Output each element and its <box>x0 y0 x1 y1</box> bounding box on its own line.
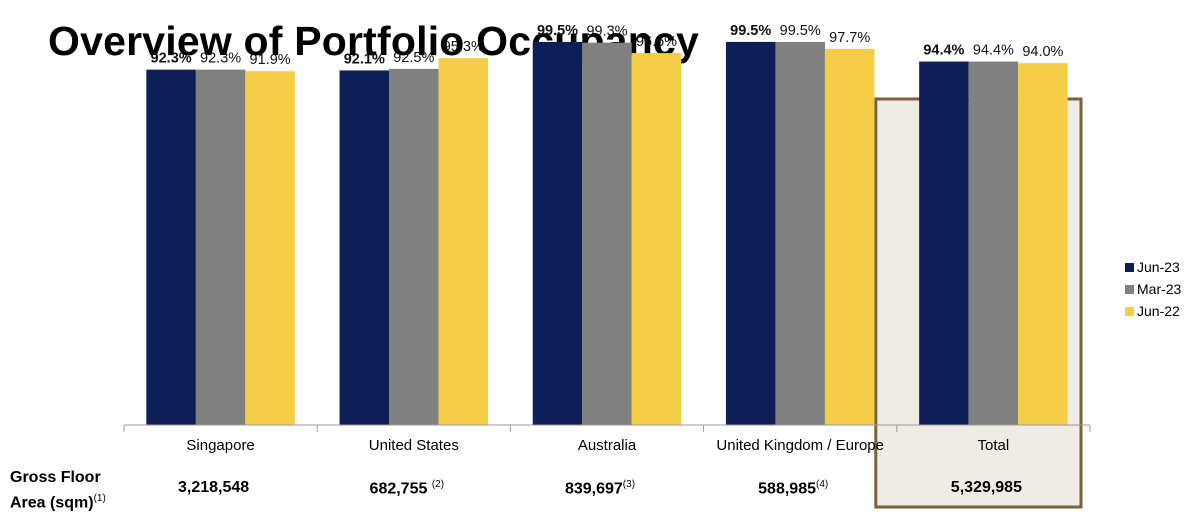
legend-label-jun-22: Jun-22 <box>1137 303 1180 319</box>
gfa-number: 588,985 <box>758 480 816 498</box>
gfa-value-united-kingdom-europe: 588,985(4) <box>758 479 828 498</box>
legend-label-mar-23: Mar-23 <box>1137 281 1182 297</box>
bar-singapore-mar-23 <box>195 69 246 426</box>
legend-swatch-jun-22 <box>1125 307 1134 316</box>
data-label-united-states-jun-23: 92.1% <box>344 51 385 67</box>
gfa-value-australia: 839,697(3) <box>565 479 635 498</box>
gfa-number: 3,218,548 <box>178 479 250 496</box>
bar-australia-jun-23 <box>532 41 583 426</box>
bar-united-kingdom-europe-jun-22 <box>824 48 875 425</box>
gfa-footnote-marker: (4) <box>815 479 829 490</box>
bar-united-states-mar-23 <box>389 68 439 425</box>
category-label-united-states: United States <box>369 437 459 454</box>
bar-united-kingdom-europe-jun-23 <box>725 41 776 426</box>
data-label-australia-jun-22: 96.6% <box>636 34 677 50</box>
gfa-title-line1: Gross Floor <box>10 469 101 486</box>
data-label-united-states-mar-23: 92.5% <box>393 50 434 66</box>
bar-australia-mar-23 <box>582 42 632 425</box>
data-label-united-kingdom-europe-jun-23: 99.5% <box>730 23 771 39</box>
data-label-united-kingdom-europe-mar-23: 99.5% <box>780 23 821 39</box>
gfa-number: 682,755 <box>369 480 432 498</box>
gfa-value-total: 5,329,985 <box>951 479 1022 497</box>
category-label-australia: Australia <box>578 437 637 454</box>
bar-united-states-jun-23 <box>339 70 390 425</box>
bar-total-mar-23 <box>968 61 1019 426</box>
legend-swatch-mar-23 <box>1125 285 1134 294</box>
data-label-singapore-mar-23: 92.3% <box>200 51 241 67</box>
legend-label-jun-23: Jun-23 <box>1137 259 1180 275</box>
gfa-number: 839,697 <box>564 480 623 498</box>
gfa-value-singapore: 3,218,548 <box>178 479 249 497</box>
bar-united-states-jun-22 <box>438 58 489 425</box>
bar-total-jun-23 <box>919 61 969 426</box>
data-label-singapore-jun-23: 92.3% <box>151 51 192 67</box>
bar-united-kingdom-europe-mar-23 <box>775 41 825 426</box>
gfa-number: 5,329,985 <box>950 479 1022 496</box>
data-label-singapore-jun-22: 91.9% <box>250 52 291 68</box>
gfa-row-title: Gross Floor Area (sqm)(1) <box>10 467 106 513</box>
bar-singapore-jun-22 <box>245 71 295 425</box>
gfa-title-note: (1) <box>93 493 106 504</box>
category-label-total: Total <box>978 437 1010 454</box>
legend-swatch-jun-23 <box>1125 263 1134 272</box>
bar-singapore-jun-23 <box>146 69 196 426</box>
bar-total-jun-22 <box>1018 63 1068 425</box>
category-label-singapore: Singapore <box>186 437 254 454</box>
data-label-total-jun-22: 94.0% <box>1022 44 1063 60</box>
data-label-total-jun-23: 94.4% <box>923 43 964 59</box>
gfa-value-united-states: 682,755 (2) <box>370 479 445 498</box>
data-label-united-states-jun-22: 95.3% <box>443 39 484 55</box>
gfa-footnote-marker: (2) <box>431 479 445 490</box>
gfa-title-line2: Area (sqm) <box>10 494 94 512</box>
category-label-united-kingdom-europe: United Kingdom / Europe <box>716 437 884 454</box>
data-label-australia-jun-23: 99.5% <box>537 23 578 39</box>
bar-australia-jun-22 <box>631 53 682 426</box>
data-label-united-kingdom-europe-jun-22: 97.7% <box>829 30 870 46</box>
gfa-footnote-marker: (3) <box>622 479 636 490</box>
data-label-australia-mar-23: 99.3% <box>586 24 627 40</box>
data-label-total-mar-23: 94.4% <box>973 43 1014 59</box>
